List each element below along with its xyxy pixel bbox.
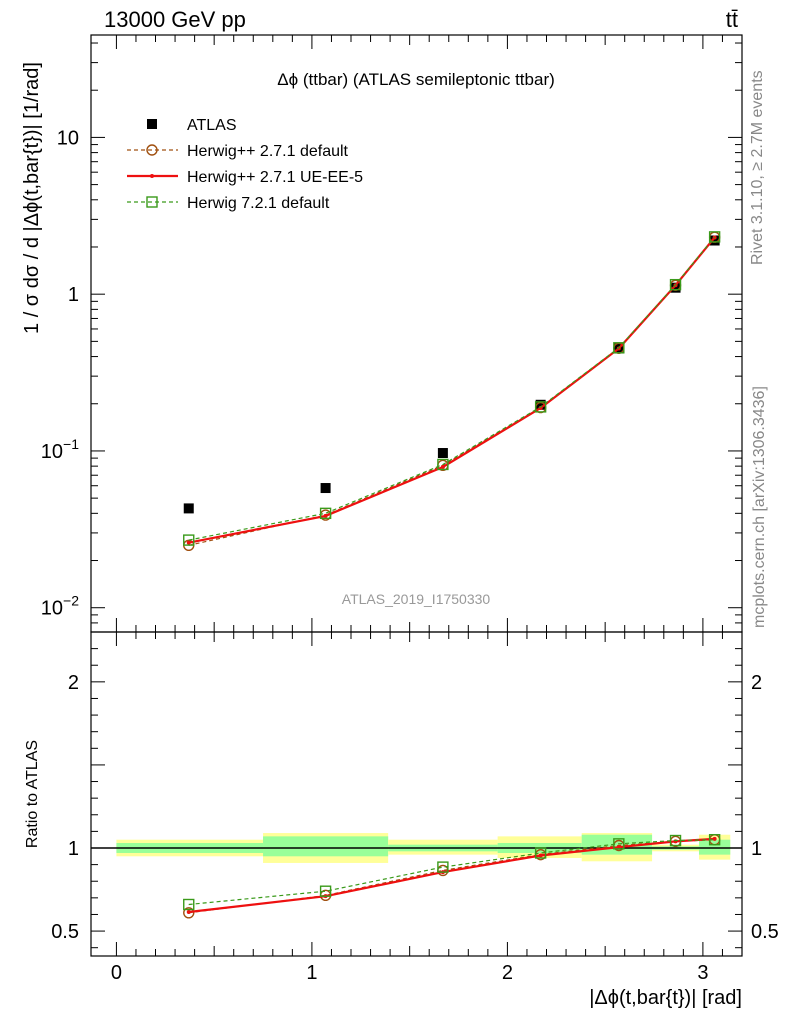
y-tick-label-ratio: 2 [68, 672, 79, 694]
legend-marker [146, 144, 158, 156]
series-point-ratio [319, 885, 332, 897]
series-point-ratio [437, 861, 449, 873]
y-tick-label-main: 10−2 [41, 593, 79, 620]
legend-label: ATLAS [187, 117, 237, 134]
series-point-main [319, 507, 332, 520]
y-tick-label-main: 1 [68, 284, 79, 306]
series-point-main [183, 534, 195, 546]
legend-label: Herwig++ 2.7.1 default [187, 143, 349, 160]
series-point-main [323, 513, 328, 518]
chart-title: Δϕ (ttbar) (ATLAS semileptonic ttbar) [277, 70, 555, 89]
series-point-main [669, 278, 682, 291]
series-line-ratio [188, 839, 715, 906]
y-tick-label-main: 10−1 [41, 436, 79, 463]
x-tick-label: 3 [697, 962, 708, 984]
series-point-ratio [186, 909, 191, 914]
y-tick-label-ratio: 1 [68, 838, 79, 860]
series-line-main [188, 236, 716, 544]
data-point [437, 448, 448, 459]
series-point-ratio [708, 833, 721, 846]
series-point-ratio [669, 834, 682, 847]
series-point-ratio [538, 853, 543, 858]
series-point-main [534, 401, 547, 413]
x-tick-label: 2 [502, 962, 513, 984]
legend-marker [146, 196, 158, 208]
legend-label: Herwig++ 2.7.1 UE-EE-5 [187, 169, 363, 186]
y-axis-label-ratio: Ratio to ATLAS [24, 740, 41, 848]
y-tick-label-ratio: 0.5 [51, 921, 79, 943]
y-tick-label-main: 10 [57, 127, 79, 149]
uncertainty-band-stat [263, 836, 389, 857]
series-point-ratio [712, 836, 717, 841]
series-line-main [188, 236, 716, 546]
y-axis-label-main: 1 / σ dσ / d |Δϕ(t,bar{t})| [1/rad] [21, 62, 43, 334]
x-tick-label: 1 [306, 962, 317, 984]
y-tick-label-ratio-right: 2 [751, 672, 762, 694]
legend-marker [147, 119, 157, 129]
series-line-main [188, 236, 716, 541]
ratio-panel: 0.5 0.5 1 1 2 2 0 1 2 3 Ratio to ATLAS |Δϕ(t,bar{… [24, 631, 779, 1009]
x-axis-label: |Δϕ(t,bar{t})| [rad] [589, 987, 742, 1009]
legend-label: Herwig 7.2.1 default [187, 195, 330, 212]
legend: ATLAS Herwig++ 2.7.1 default Herwig++ 2.7.… [127, 117, 363, 212]
data-point [183, 503, 194, 514]
series-point-ratio [183, 898, 195, 911]
y-tick-label-ratio-right: 1 [751, 838, 762, 860]
ratio-frame [90, 631, 743, 957]
series-point-ratio [613, 838, 625, 850]
series-point-main [437, 458, 449, 471]
series-point-main [440, 464, 445, 469]
data-point [670, 282, 681, 293]
main-panel: 10−2 10−1 1 10 Δϕ (ttbar) (ATLAS semilepton… [21, 34, 743, 633]
data-point [535, 399, 546, 410]
side-label-bottom: mcplots.cern.ch [arXiv:1306.3436] [751, 386, 768, 628]
uncertainty-band-stat [698, 839, 731, 855]
x-tick-label: 0 [111, 962, 122, 984]
header-right-label: tt̄ [726, 7, 738, 32]
legend-marker [150, 174, 154, 178]
watermark-label: ATLAS_2019_I1750330 [342, 591, 491, 607]
series-point-ratio [534, 847, 547, 859]
side-label-top: Rivet 3.1.10, ≥ 2.7M events [749, 70, 766, 265]
series-point-ratio [183, 907, 195, 919]
series-point-main [186, 540, 191, 545]
header-left-label: 13000 GeV pp [104, 7, 246, 32]
series-point-main [708, 231, 721, 243]
data-point [709, 235, 720, 246]
y-tick-label-ratio-right: 0.5 [751, 921, 779, 943]
series-point-main [613, 342, 625, 354]
data-point [320, 483, 331, 494]
